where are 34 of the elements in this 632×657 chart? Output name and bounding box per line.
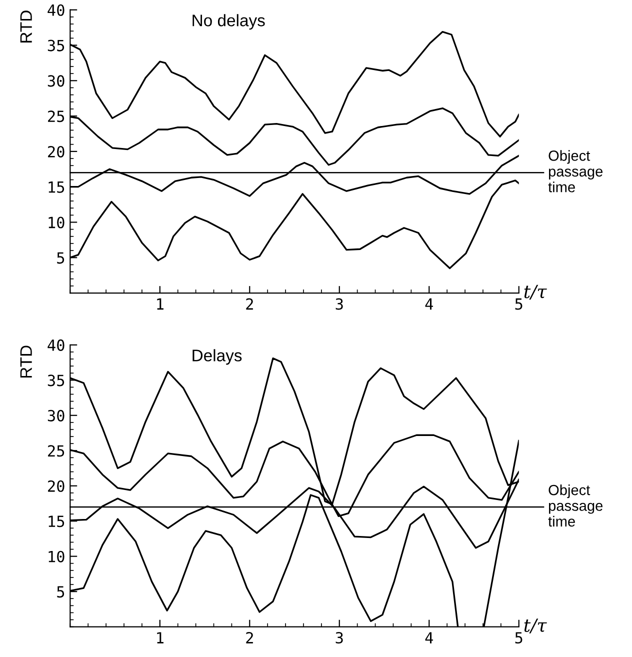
- x-tick-label: 1: [157, 298, 164, 310]
- x-tick-label: 4: [425, 298, 433, 310]
- y-tick-label: 20: [48, 480, 64, 492]
- y-tick-label: 5: [57, 252, 64, 264]
- x-tick-label: 1: [157, 632, 164, 644]
- x-tick-label: 3: [336, 632, 343, 644]
- y-tick-label: 15: [48, 516, 64, 528]
- y-tick-label: 30: [48, 410, 64, 422]
- y-tick-label: 30: [48, 75, 64, 87]
- x-axis-title: t/τ: [524, 618, 547, 634]
- chart-title: Delays: [192, 349, 242, 365]
- y-tick-label: 25: [48, 445, 64, 457]
- y-tick-label: 10: [48, 550, 64, 562]
- y-tick-label: 20: [48, 146, 64, 158]
- x-tick-label: 5: [515, 632, 522, 644]
- ref-line-label: Object passage time: [548, 484, 603, 527]
- y-tick-label: 35: [48, 40, 64, 52]
- x-tick-label: 2: [246, 632, 253, 644]
- ref-line-label: Object passage time: [548, 150, 603, 192]
- x-tick-label: 3: [336, 298, 343, 310]
- y-tick-label: 40: [48, 4, 64, 16]
- x-tick-label: 4: [425, 632, 433, 644]
- x-tick-label: 2: [246, 298, 253, 310]
- y-tick-label: 10: [48, 216, 64, 228]
- y-tick-label: 35: [48, 374, 64, 386]
- y-tick-label: 5: [57, 586, 64, 598]
- x-axis-title: t/τ: [524, 284, 547, 300]
- y-axis-title: RTD: [20, 10, 32, 42]
- y-tick-label: 40: [48, 339, 64, 351]
- y-tick-label: 15: [48, 182, 64, 193]
- y-tick-label: 25: [48, 110, 64, 122]
- chart-title: No delays: [192, 14, 265, 30]
- x-tick-label: 5: [515, 298, 522, 310]
- y-axis-title: RTD: [20, 346, 32, 378]
